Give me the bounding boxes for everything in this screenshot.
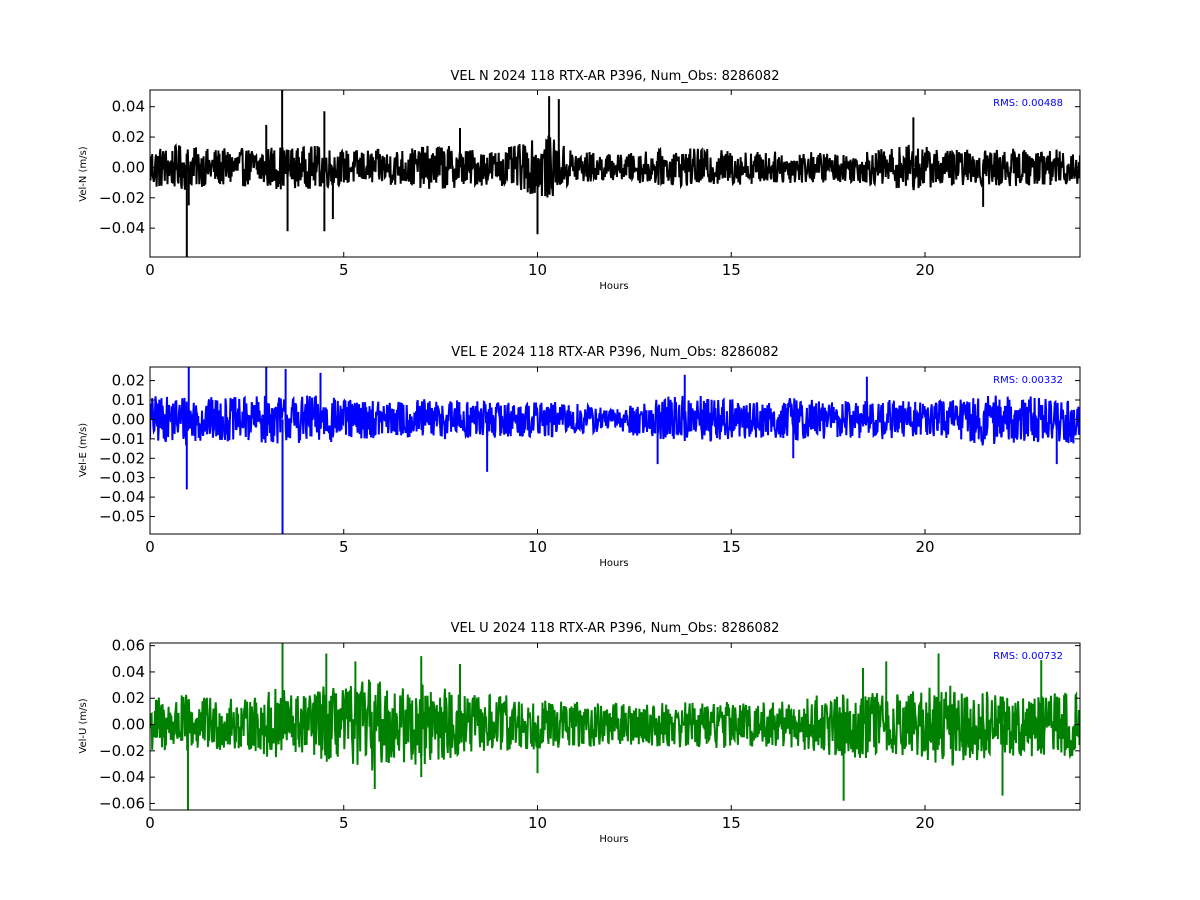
series-clip-group	[150, 90, 1080, 257]
panel-title: VEL U 2024 118 RTX-AR P396, Num_Obs: 828…	[451, 621, 780, 636]
y-tick-label: −0.05	[99, 508, 145, 526]
y-axis-label: Vel-E (m/s)	[78, 423, 89, 477]
y-tick-label: −0.02	[99, 189, 145, 207]
y-axis-label: Vel-U (m/s)	[78, 698, 89, 753]
x-tick-label: 0	[145, 538, 155, 556]
plot-frame	[149, 366, 1081, 535]
x-tick-label: 15	[722, 814, 741, 832]
panel-title: VEL N 2024 118 RTX-AR P396, Num_Obs: 828…	[451, 69, 780, 84]
y-tick-label: 0.00	[112, 158, 145, 176]
x-tick-label: 15	[722, 261, 741, 279]
y-tick-label: −0.02	[99, 742, 145, 760]
panel-vel-n: VEL N 2024 118 RTX-AR P396, Num_Obs: 828…	[78, 69, 1081, 292]
y-tick-label: 0.02	[112, 689, 145, 707]
y-tick-label: −0.01	[99, 430, 145, 448]
x-tick-label: 0	[145, 261, 155, 279]
x-tick-label: 20	[915, 261, 934, 279]
x-axis-label: Hours	[599, 834, 628, 845]
series-clip-group	[150, 367, 1080, 534]
series-line	[150, 135, 1080, 198]
y-tick-label: 0.02	[112, 128, 145, 146]
y-tick-label: 0.06	[112, 637, 145, 655]
plot-area: 0 5 10 15 20 0.06 0.04 0.02 0.00 −0.02 −0.04 −0.06	[99, 637, 1081, 832]
x-tick-label: 5	[339, 261, 349, 279]
series-line	[150, 395, 1080, 446]
plot-area: 0 5 10 15 20 0.020.010.00 −0.01−0.02 −0.03−0.04…	[99, 366, 1081, 556]
y-tick-label: −0.02	[99, 449, 145, 467]
x-tick-label: 5	[339, 538, 349, 556]
plot-area: 0 5 10 15 20 0.04 0.02 0.00 −0.02 −0.04	[99, 89, 1081, 279]
x-axis-label: Hours	[599, 281, 628, 292]
y-tick-label: −0.04	[99, 488, 145, 506]
y-tick-label: 0.00	[112, 716, 145, 734]
rms-annotation: RMS: 0.00488	[993, 98, 1063, 109]
x-tick-label: 0	[145, 814, 155, 832]
y-tick-label: −0.03	[99, 469, 145, 487]
x-tick-label: 5	[339, 814, 349, 832]
y-tick-label: −0.04	[99, 768, 145, 786]
y-tick-label: 0.04	[112, 98, 145, 116]
y-tick-label: −0.06	[99, 794, 145, 812]
series-clip-group	[150, 643, 1080, 810]
panel-title: VEL E 2024 118 RTX-AR P396, Num_Obs: 828…	[451, 345, 778, 360]
y-tick-label: 0.01	[112, 391, 145, 409]
plot-frame	[149, 642, 1081, 811]
y-tick-label: 0.00	[112, 410, 145, 428]
x-tick-label: 10	[528, 814, 547, 832]
x-axis-label: Hours	[599, 558, 628, 569]
panel-vel-u: VEL U 2024 118 RTX-AR P396, Num_Obs: 828…	[78, 621, 1081, 845]
y-tick-label: 0.02	[112, 372, 145, 390]
y-tick-label: −0.04	[99, 219, 145, 237]
x-tick-label: 10	[528, 261, 547, 279]
series-line	[150, 679, 1080, 771]
x-tick-label: 20	[915, 814, 934, 832]
x-tick-label: 15	[722, 538, 741, 556]
rms-annotation: RMS: 0.00332	[993, 375, 1063, 386]
y-axis-label: Vel-N (m/s)	[78, 146, 89, 201]
rms-annotation: RMS: 0.00732	[993, 651, 1063, 662]
y-tick-label: 0.04	[112, 663, 145, 681]
panel-vel-e: VEL E 2024 118 RTX-AR P396, Num_Obs: 828…	[78, 345, 1081, 569]
plot-frame	[149, 89, 1081, 258]
x-tick-label: 20	[915, 538, 934, 556]
x-tick-label: 10	[528, 538, 547, 556]
